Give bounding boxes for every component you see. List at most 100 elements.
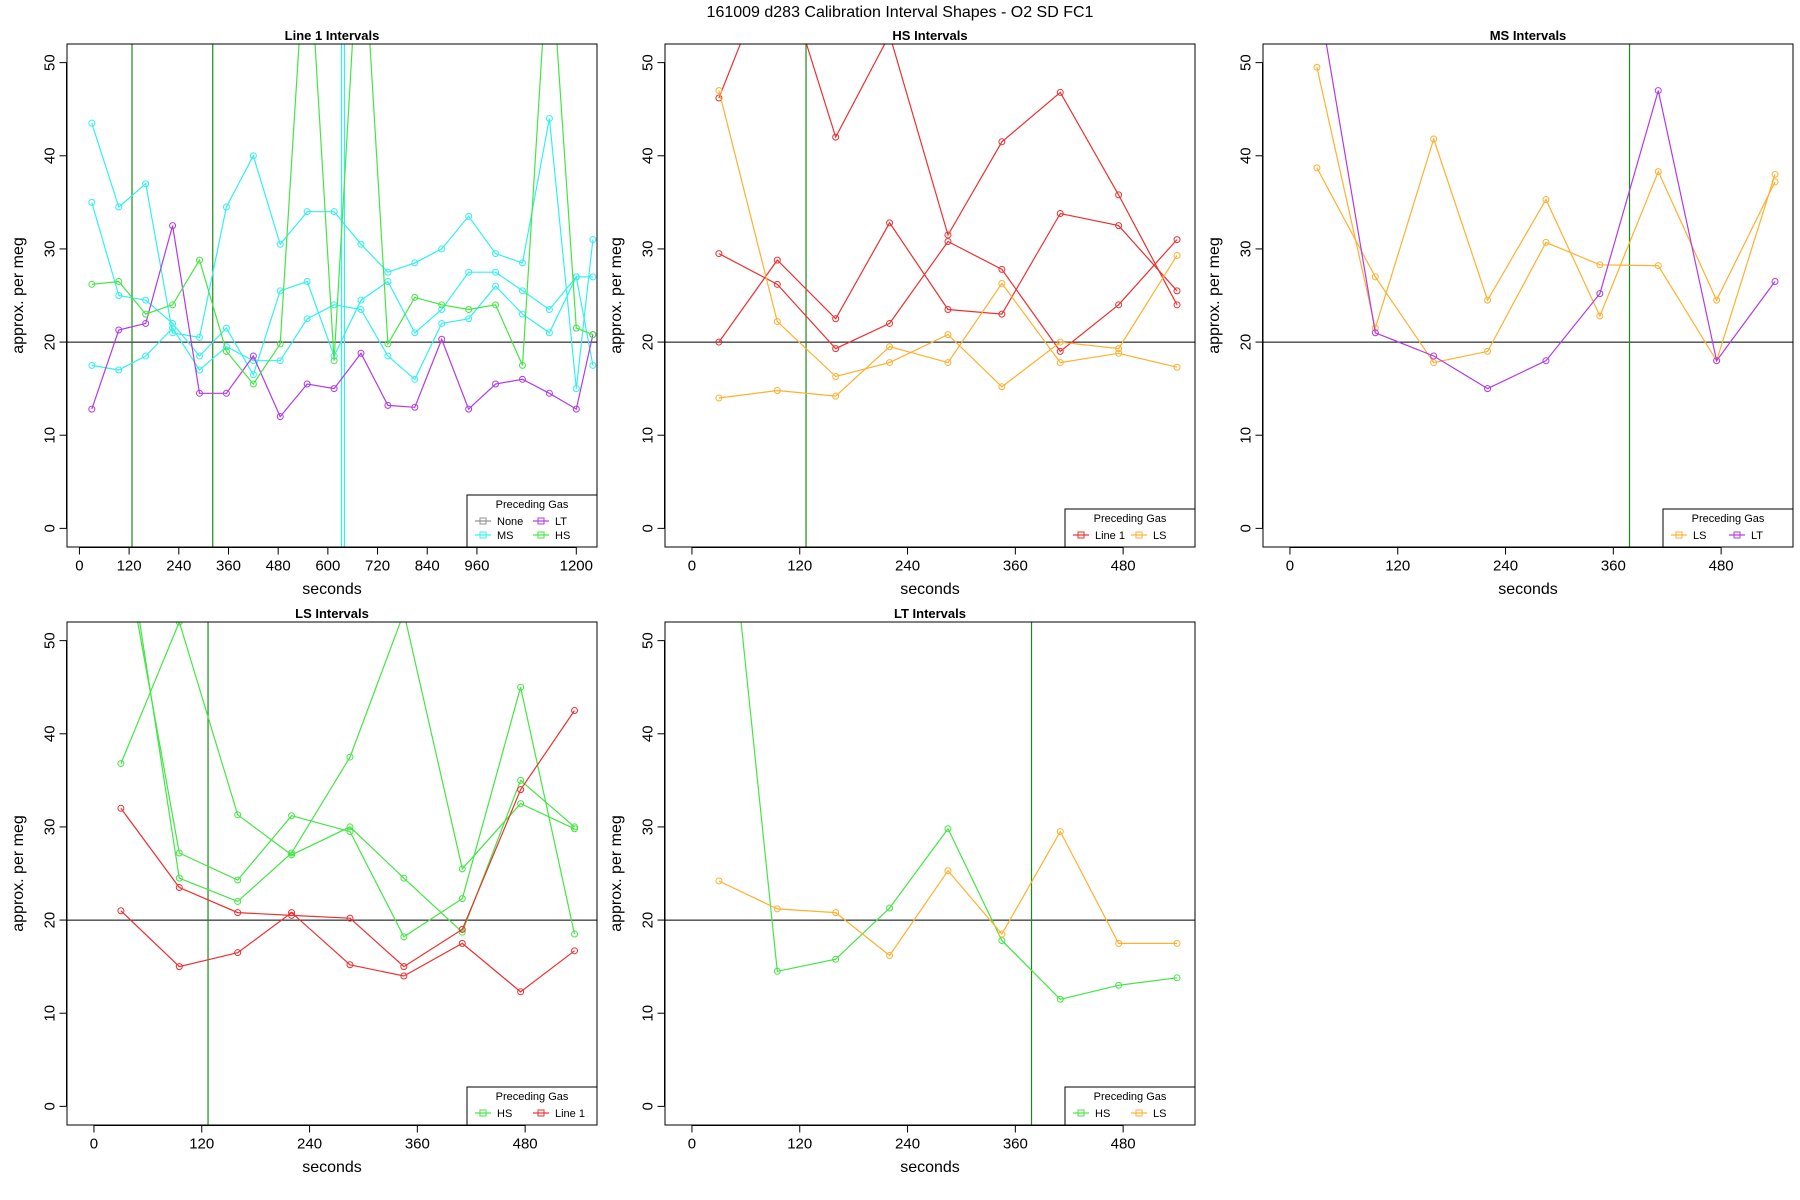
data-point (234, 909, 242, 917)
x-tick-label: 240 (297, 1136, 322, 1153)
data-point (715, 877, 723, 885)
data-point (886, 343, 894, 351)
data-point (1115, 345, 1123, 353)
series-ls (1313, 63, 1779, 332)
panel-title: LT Intervals (894, 606, 966, 621)
series-line (91, 274, 594, 381)
data-point (288, 909, 296, 917)
data-point (303, 278, 311, 286)
legend-label: LS (1153, 530, 1166, 542)
legend-entry: LT (1729, 530, 1763, 542)
data-point (411, 375, 419, 383)
x-tick-label: 120 (1385, 558, 1410, 575)
data-point (1713, 296, 1721, 304)
series-line (120, 622, 575, 934)
data-point (88, 280, 96, 288)
data-point (832, 392, 840, 400)
legend-entry: HS (475, 1108, 512, 1120)
data-point (330, 208, 338, 216)
y-tick-label: 30 (42, 241, 59, 258)
x-tick-label: 120 (787, 1136, 812, 1153)
y-tick-label: 10 (1238, 427, 1255, 444)
series-line (91, 118, 594, 389)
legend-box (1064, 1086, 1196, 1126)
data-point (458, 939, 466, 947)
data-point (1484, 385, 1492, 393)
y-axis-label: approx. per meg (10, 815, 27, 932)
y-tick-label: 30 (1238, 241, 1255, 258)
data-point (517, 800, 525, 808)
data-point (492, 250, 500, 258)
legend-entry: Line 1 (533, 1108, 585, 1120)
data-point (517, 988, 525, 996)
data-point (88, 405, 96, 413)
data-point (118, 498, 124, 504)
y-tick-label: 30 (640, 819, 657, 836)
data-point (438, 335, 446, 343)
data-point (832, 909, 840, 917)
data-point (998, 383, 1006, 391)
series-line (139, 622, 575, 903)
series-hs (88, 44, 597, 388)
data-point (411, 403, 419, 411)
data-point (1484, 296, 1492, 304)
x-tick-label: 120 (189, 1136, 214, 1153)
data-point (169, 324, 177, 332)
data-point (88, 361, 96, 369)
data-point (169, 301, 177, 309)
data-point (518, 287, 526, 295)
panel-title: Line 1 Intervals (285, 28, 380, 43)
data-point (944, 331, 952, 339)
data-point (1056, 347, 1064, 355)
series-ms (88, 115, 597, 393)
data-point (571, 825, 579, 833)
data-point (572, 385, 580, 393)
plot-area (665, 622, 1195, 1125)
plot-area (67, 44, 597, 547)
legend: Preceding Gas Line 1 LS (1064, 508, 1196, 548)
data-point (117, 804, 125, 812)
data-point (832, 315, 840, 323)
legend-label: LS (1693, 530, 1706, 542)
x-axis-label: seconds (900, 1159, 960, 1176)
x-tick-label: 480 (513, 1136, 538, 1153)
data-point (571, 706, 579, 714)
data-point (357, 349, 365, 357)
legend-entry: HS (1073, 1108, 1110, 1120)
series-line (1316, 167, 1776, 364)
legend: Preceding Gas None LT MS HS (466, 494, 598, 548)
panel-4: LS Intervals 0 10 20 30 40 50 0 120 240 360 480 seco… (10, 498, 598, 1176)
y-axis-label: approx. per meg (608, 815, 625, 932)
panels: Line 1 Intervals 0 10 20 30 40 50 0 120 240 360 480… (10, 28, 1794, 1176)
y-axis-label: approx. per meg (608, 237, 625, 354)
data-point (944, 305, 952, 313)
data-point (276, 357, 284, 365)
data-point (715, 394, 723, 402)
series-line (718, 830, 1177, 957)
data-point (357, 296, 365, 304)
data-point (169, 222, 177, 230)
data-point (832, 133, 840, 141)
panel-3: MS Intervals 0 10 20 30 40 50 0 120 240 360 480 seco… (1206, 28, 1794, 598)
series-hs (117, 622, 579, 936)
data-point (944, 825, 952, 833)
y-tick-label: 20 (1238, 334, 1255, 351)
data-point (196, 256, 203, 264)
series-lt (1325, 44, 1779, 393)
x-tick-label: 240 (166, 558, 191, 575)
data-point (346, 828, 354, 836)
data-point (384, 278, 392, 286)
data-point (832, 373, 840, 381)
x-tick-label: 480 (266, 558, 291, 575)
data-point (234, 876, 242, 884)
data-point (411, 259, 419, 267)
data-point (465, 405, 473, 413)
y-tick-label: 20 (640, 334, 657, 351)
legend-label: HS (1095, 1108, 1110, 1120)
data-point (715, 94, 723, 102)
data-point (1115, 981, 1123, 989)
data-point (1056, 995, 1064, 1003)
panel-5: LT Intervals 0 10 20 30 40 50 0 120 240 360 480 seco… (608, 606, 1196, 1176)
data-point (1654, 168, 1662, 176)
data-point (346, 823, 354, 831)
